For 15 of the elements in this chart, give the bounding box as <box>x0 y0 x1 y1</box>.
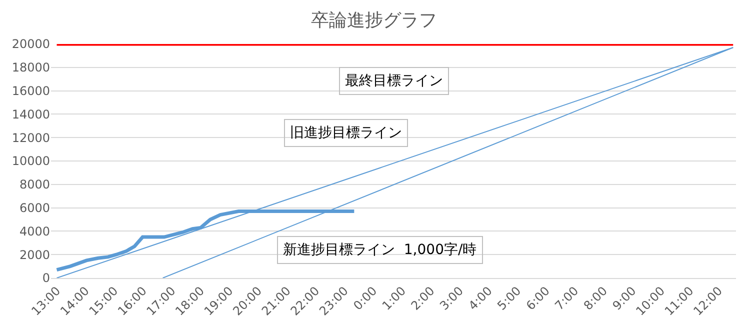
y-tick-label: 10000 <box>12 154 50 168</box>
y-tick-label: 12000 <box>12 130 50 145</box>
y-tick-label: 8000 <box>19 178 50 192</box>
y-tick-label: 4000 <box>19 224 50 238</box>
y-tick-label: 20000 <box>12 37 50 52</box>
annotation: 旧進捗目標ライン <box>290 125 402 141</box>
y-tick-label: 0 <box>42 271 50 286</box>
y-tick-label: 14000 <box>12 107 50 122</box>
y-tick-label: 18000 <box>12 60 50 75</box>
chart-title: 卒論進捗グラフ <box>311 10 437 31</box>
y-tick-label: 16000 <box>12 84 50 98</box>
annotation: 新進捗目標ライン 1,000字/時 <box>283 242 477 258</box>
y-tick-label: 2000 <box>19 248 50 262</box>
annotation: 最終目標ライン <box>345 73 443 89</box>
y-tick-label: 6000 <box>19 201 50 215</box>
